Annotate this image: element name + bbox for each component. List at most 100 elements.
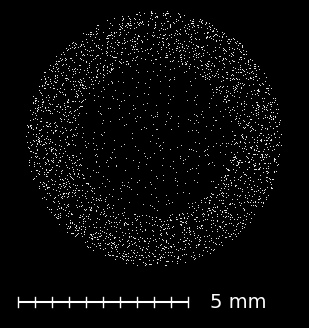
Point bbox=[162, 247, 167, 252]
Point bbox=[228, 212, 233, 217]
Point bbox=[242, 206, 247, 212]
Point bbox=[98, 55, 103, 61]
Point bbox=[76, 174, 81, 179]
Point bbox=[37, 137, 42, 143]
Point bbox=[175, 44, 180, 49]
Point bbox=[162, 121, 167, 126]
Point bbox=[124, 260, 129, 266]
Point bbox=[130, 241, 135, 246]
Point bbox=[82, 228, 87, 233]
Point bbox=[50, 139, 55, 145]
Point bbox=[189, 34, 194, 39]
Point bbox=[115, 39, 120, 45]
Point bbox=[209, 35, 214, 40]
Point bbox=[229, 141, 234, 147]
Point bbox=[207, 161, 212, 166]
Point bbox=[73, 228, 78, 233]
Point bbox=[118, 59, 123, 65]
Point bbox=[78, 214, 83, 219]
Point bbox=[110, 93, 115, 99]
Point bbox=[203, 76, 208, 81]
Point bbox=[255, 88, 260, 93]
Point bbox=[66, 47, 71, 52]
Point bbox=[84, 144, 89, 150]
Point bbox=[86, 91, 91, 96]
Point bbox=[259, 138, 264, 143]
Point bbox=[79, 92, 84, 98]
Point bbox=[25, 130, 30, 135]
Point bbox=[202, 211, 207, 216]
Point bbox=[112, 219, 116, 225]
Point bbox=[220, 56, 225, 62]
Point bbox=[236, 118, 241, 124]
Point bbox=[134, 262, 139, 267]
Point bbox=[91, 98, 96, 103]
Point bbox=[97, 216, 102, 222]
Point bbox=[147, 257, 152, 263]
Point bbox=[97, 163, 102, 169]
Point bbox=[43, 161, 48, 167]
Point bbox=[211, 34, 216, 39]
Point bbox=[168, 21, 173, 27]
Point bbox=[80, 175, 85, 181]
Point bbox=[247, 117, 252, 122]
Point bbox=[248, 145, 253, 151]
Point bbox=[90, 141, 95, 146]
Point bbox=[46, 167, 51, 172]
Point bbox=[241, 145, 246, 151]
Point bbox=[184, 58, 189, 63]
Point bbox=[264, 196, 269, 201]
Point bbox=[128, 37, 133, 43]
Point bbox=[95, 81, 100, 86]
Point bbox=[263, 174, 268, 180]
Point bbox=[173, 214, 178, 219]
Point bbox=[73, 116, 78, 121]
Point bbox=[277, 117, 282, 122]
Point bbox=[256, 111, 261, 116]
Point bbox=[108, 244, 113, 250]
Point bbox=[34, 137, 39, 143]
Point bbox=[108, 68, 113, 73]
Point bbox=[55, 199, 60, 204]
Point bbox=[271, 115, 276, 121]
Point bbox=[153, 19, 158, 24]
Point bbox=[238, 65, 243, 70]
Point bbox=[61, 190, 66, 195]
Point bbox=[255, 90, 260, 95]
Point bbox=[241, 207, 246, 213]
Point bbox=[78, 89, 83, 94]
Point bbox=[260, 187, 265, 192]
Point bbox=[126, 250, 131, 256]
Point bbox=[264, 154, 269, 159]
Point bbox=[87, 52, 92, 57]
Point bbox=[143, 249, 148, 254]
Point bbox=[78, 100, 83, 105]
Point bbox=[230, 85, 235, 91]
Point bbox=[250, 127, 255, 132]
Point bbox=[175, 31, 180, 37]
Point bbox=[263, 78, 268, 84]
Point bbox=[83, 37, 88, 42]
Point bbox=[94, 197, 99, 202]
Point bbox=[244, 101, 249, 106]
Point bbox=[100, 68, 105, 73]
Point bbox=[210, 228, 215, 233]
Point bbox=[45, 119, 50, 125]
Point bbox=[164, 193, 169, 198]
Point bbox=[88, 58, 93, 63]
Point bbox=[242, 221, 247, 227]
Point bbox=[230, 57, 235, 63]
Point bbox=[152, 253, 157, 258]
Point bbox=[238, 90, 243, 95]
Point bbox=[193, 75, 198, 80]
Point bbox=[56, 109, 61, 114]
Point bbox=[251, 148, 256, 153]
Point bbox=[124, 31, 129, 36]
Point bbox=[125, 221, 130, 226]
Point bbox=[40, 101, 45, 106]
Point bbox=[72, 233, 77, 238]
Point bbox=[170, 158, 175, 164]
Point bbox=[139, 55, 144, 60]
Point bbox=[105, 70, 110, 75]
Point bbox=[95, 74, 100, 80]
